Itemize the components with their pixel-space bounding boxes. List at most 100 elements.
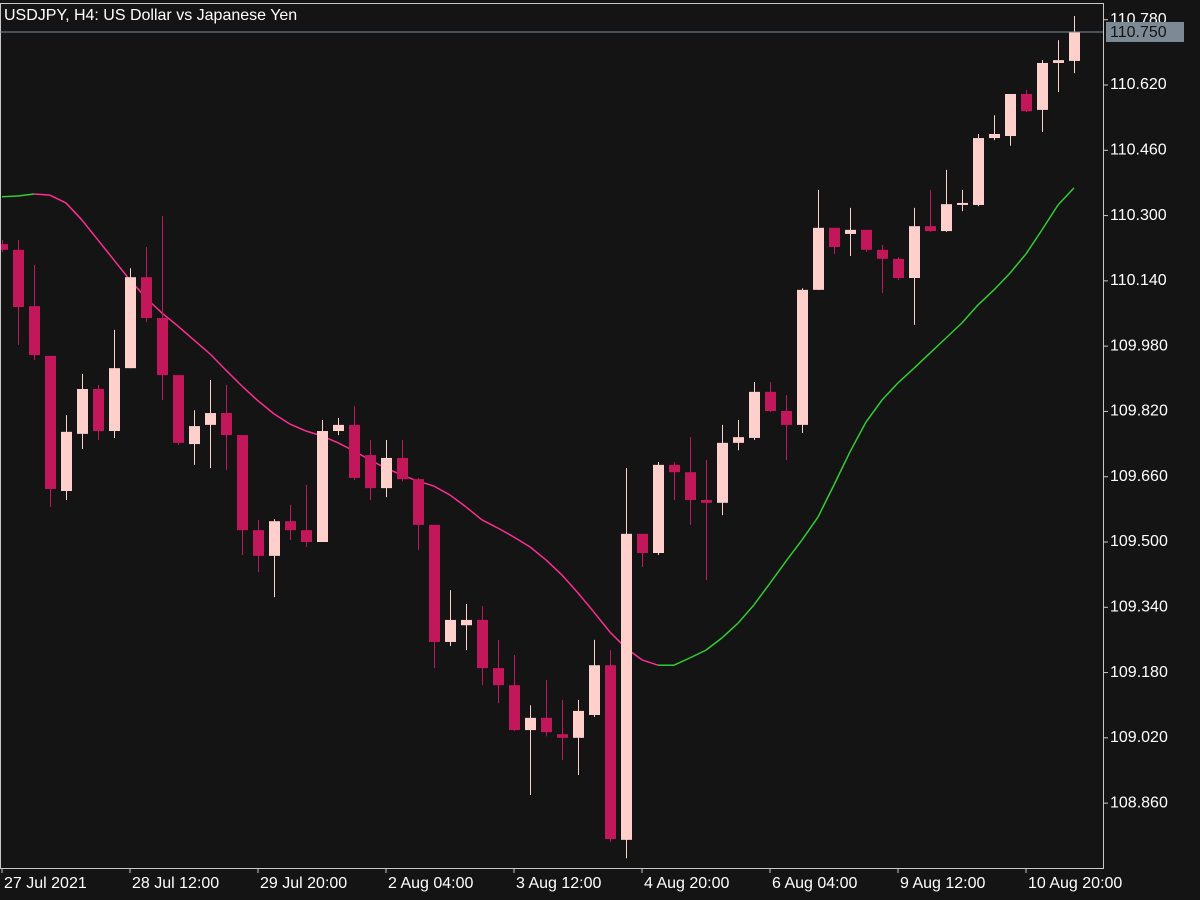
candle-body xyxy=(573,710,584,738)
y-tick-label: 109.180 xyxy=(1110,664,1168,681)
ma-segment xyxy=(1009,253,1027,274)
candle-body xyxy=(1037,62,1048,110)
candle-body xyxy=(109,368,120,432)
ma-segment xyxy=(273,413,291,425)
candle-body xyxy=(93,388,104,432)
candle-body xyxy=(157,317,168,376)
candle-body xyxy=(669,464,680,473)
candle-body xyxy=(173,375,184,443)
candle-body xyxy=(605,665,616,840)
ma-segment xyxy=(977,289,995,306)
candle-body xyxy=(797,289,808,425)
ma-segment xyxy=(1,195,19,198)
ma-segment xyxy=(481,519,499,529)
y-tick-label: 109.020 xyxy=(1110,729,1168,746)
candle-body xyxy=(973,138,984,205)
ma-segment xyxy=(689,649,707,659)
candle-body xyxy=(813,227,824,290)
y-tick-label: 109.500 xyxy=(1110,533,1168,550)
candle-body xyxy=(0,244,8,250)
candle-body xyxy=(509,685,520,731)
ma-segment xyxy=(97,239,115,261)
ma-segment xyxy=(17,193,35,197)
candle-body xyxy=(29,306,40,356)
ma-segment xyxy=(241,385,259,402)
candle-body xyxy=(1005,93,1016,137)
ma-segment xyxy=(673,657,691,666)
ma-segment xyxy=(849,421,867,453)
ma-segment xyxy=(209,353,227,371)
ma-segment xyxy=(113,259,131,281)
candle-body xyxy=(61,431,72,491)
candle-body xyxy=(413,479,424,525)
x-tick-label: 29 Jul 20:00 xyxy=(260,875,347,892)
candle-body xyxy=(829,227,840,247)
candle-body xyxy=(365,455,376,489)
y-tick-label: 108.860 xyxy=(1110,794,1168,811)
candle-body xyxy=(653,464,664,554)
ma-segment xyxy=(49,194,67,204)
ma-segment xyxy=(177,325,195,341)
ma-segment xyxy=(513,536,531,548)
candle-body xyxy=(493,668,504,686)
candle-body xyxy=(13,249,24,307)
candle-body xyxy=(621,533,632,840)
candle-body xyxy=(77,388,88,434)
ma-segment xyxy=(961,304,979,324)
ma-segment xyxy=(497,527,515,538)
candle-body xyxy=(189,426,200,445)
y-tick-label: 109.820 xyxy=(1110,403,1168,420)
candle-body xyxy=(125,277,136,369)
ma-segment xyxy=(81,219,99,241)
candle-body xyxy=(701,499,712,503)
ma-segment xyxy=(193,339,211,355)
candle-body xyxy=(749,391,760,438)
candle-body xyxy=(525,717,536,731)
x-tick-label: 28 Jul 12:00 xyxy=(132,875,219,892)
ma-segment xyxy=(33,193,51,196)
ma-segment xyxy=(737,604,755,624)
ma-segment xyxy=(753,582,771,606)
x-tick-label: 27 Jul 2021 xyxy=(4,875,87,892)
ma-segment xyxy=(785,539,803,562)
candle-body xyxy=(45,355,56,489)
candle-body xyxy=(925,226,936,232)
candle-body xyxy=(765,391,776,412)
y-tick-label: 110.460 xyxy=(1110,142,1167,159)
ma-segment xyxy=(289,423,307,432)
candle-body xyxy=(301,530,312,542)
candle-body xyxy=(557,734,568,738)
candle-body xyxy=(733,437,744,443)
plot-border xyxy=(0,3,1104,869)
candle-body xyxy=(957,202,968,205)
ma-segment xyxy=(433,485,451,496)
candle-body xyxy=(861,229,872,250)
ma-segment xyxy=(1057,187,1075,206)
candle-body xyxy=(685,472,696,500)
candle-body xyxy=(845,229,856,234)
candle-body xyxy=(541,717,552,733)
candle-body xyxy=(141,277,152,318)
ma-segment xyxy=(705,637,723,651)
y-tick-label: 110.620 xyxy=(1110,76,1167,93)
candle-body xyxy=(461,619,472,626)
ma-segment xyxy=(913,352,931,369)
candle-body xyxy=(941,204,952,232)
x-tick-label: 4 Aug 20:00 xyxy=(644,875,730,892)
ma-segment xyxy=(801,516,819,541)
candle-body xyxy=(989,133,1000,139)
candle-body xyxy=(717,442,728,503)
ma-segment xyxy=(1025,229,1043,255)
candle-body xyxy=(909,226,920,279)
candle-body xyxy=(221,413,232,436)
candle-body xyxy=(237,435,248,531)
candle-body xyxy=(893,258,904,279)
candle-body xyxy=(269,521,280,556)
ma-segment xyxy=(641,659,659,666)
candle-body xyxy=(205,413,216,425)
candle-body xyxy=(781,411,792,425)
ma-segment xyxy=(529,546,547,561)
ma-segment xyxy=(225,369,243,387)
